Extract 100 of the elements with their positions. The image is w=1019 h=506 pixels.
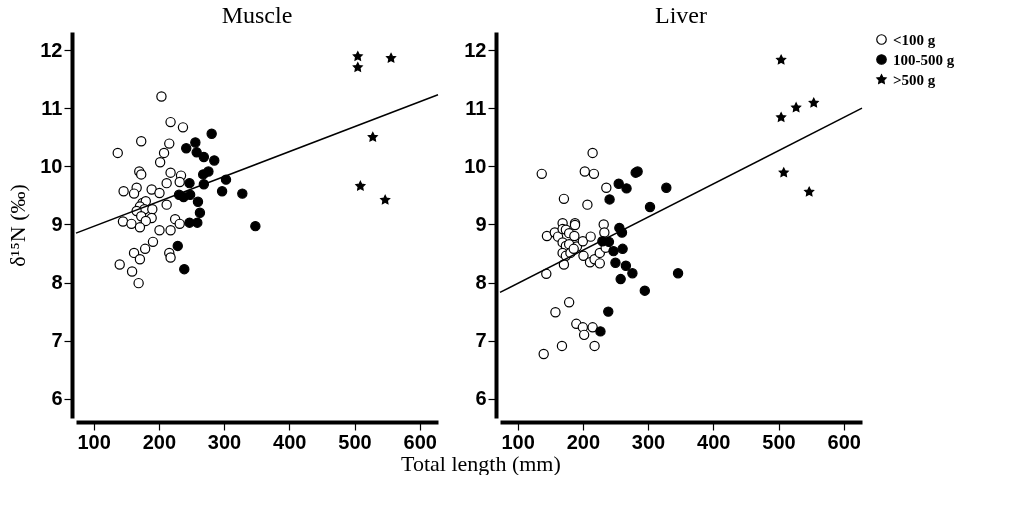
point — [610, 257, 621, 268]
point — [621, 183, 632, 194]
y-tick-label: 10 — [464, 154, 487, 177]
point — [161, 199, 172, 210]
point — [174, 176, 185, 188]
point — [587, 322, 598, 333]
point — [181, 143, 192, 154]
point — [639, 285, 651, 296]
point — [791, 102, 802, 112]
point — [644, 201, 656, 213]
point — [172, 240, 183, 252]
y-tick-label: 8 — [51, 271, 63, 294]
point — [216, 186, 228, 197]
point — [536, 168, 547, 180]
point — [587, 147, 598, 159]
point — [198, 151, 210, 163]
point — [541, 230, 553, 242]
x-tick-label: 600 — [403, 430, 437, 453]
point — [128, 247, 140, 259]
point — [197, 169, 209, 180]
y-tick-label: 6 — [51, 387, 63, 410]
y-tick-label: 8 — [475, 271, 487, 294]
point — [184, 177, 195, 189]
point — [615, 273, 626, 285]
point — [594, 258, 605, 269]
point — [589, 340, 600, 352]
point — [569, 230, 580, 242]
point — [250, 220, 261, 232]
point — [165, 167, 176, 178]
point — [165, 116, 176, 128]
point — [627, 268, 638, 279]
point — [617, 243, 628, 255]
point — [776, 54, 787, 65]
point — [620, 260, 632, 271]
y-tick-label: 7 — [475, 329, 487, 352]
point — [112, 147, 123, 159]
point — [133, 277, 144, 289]
y-tick-label: 6 — [475, 387, 487, 410]
point — [778, 167, 789, 178]
chart-title: Liver — [655, 2, 707, 28]
point — [558, 193, 570, 205]
point — [585, 231, 596, 242]
point — [352, 51, 363, 61]
y-axis-title: δ¹⁵N (‰) — [5, 184, 31, 267]
x-tick-label: 300 — [207, 430, 242, 453]
point — [161, 177, 172, 189]
point — [136, 136, 147, 147]
point — [599, 227, 610, 238]
point — [579, 166, 590, 177]
point — [613, 178, 624, 189]
point — [118, 186, 129, 197]
point — [355, 180, 366, 191]
point — [140, 215, 151, 227]
point — [134, 254, 146, 265]
point — [568, 243, 579, 255]
point — [190, 137, 201, 148]
point — [595, 326, 606, 337]
y-tick-label: 12 — [40, 38, 63, 61]
chart-title: Muscle — [221, 2, 293, 28]
y-tick-label: 9 — [51, 212, 63, 235]
point — [598, 219, 609, 230]
point — [601, 182, 612, 193]
point — [672, 268, 684, 279]
point — [603, 306, 614, 317]
point — [550, 307, 561, 318]
y-tick-label: 9 — [475, 212, 487, 235]
point — [158, 147, 170, 159]
x-tick-label: 100 — [77, 430, 111, 453]
x-tick-label: 200 — [566, 430, 601, 453]
point — [578, 250, 589, 262]
x-tick-label: 100 — [501, 430, 535, 453]
point — [128, 188, 140, 199]
point — [808, 97, 819, 108]
x-axis-title: Total length (mm) — [400, 451, 561, 476]
legend-label: 100-500 g — [893, 51, 955, 68]
y-tick-label: 10 — [40, 154, 63, 177]
point — [237, 188, 248, 199]
point — [541, 268, 552, 280]
point — [608, 245, 619, 257]
point — [380, 194, 391, 205]
point — [604, 194, 615, 205]
point — [367, 132, 378, 142]
point — [126, 266, 138, 277]
point — [156, 91, 167, 102]
x-tick-label: 500 — [338, 430, 372, 453]
y-tick-label: 12 — [464, 38, 487, 61]
point — [209, 155, 220, 166]
point — [776, 112, 787, 122]
point — [154, 187, 165, 199]
point — [174, 218, 185, 230]
point — [191, 147, 202, 158]
point — [582, 199, 593, 210]
point — [165, 225, 176, 236]
x-tick-label: 600 — [827, 430, 861, 453]
point — [661, 182, 672, 193]
point — [134, 222, 146, 233]
point — [147, 236, 159, 248]
x-tick-label: 500 — [762, 430, 796, 453]
legend-label: >500 g — [893, 71, 936, 88]
point — [179, 263, 190, 275]
